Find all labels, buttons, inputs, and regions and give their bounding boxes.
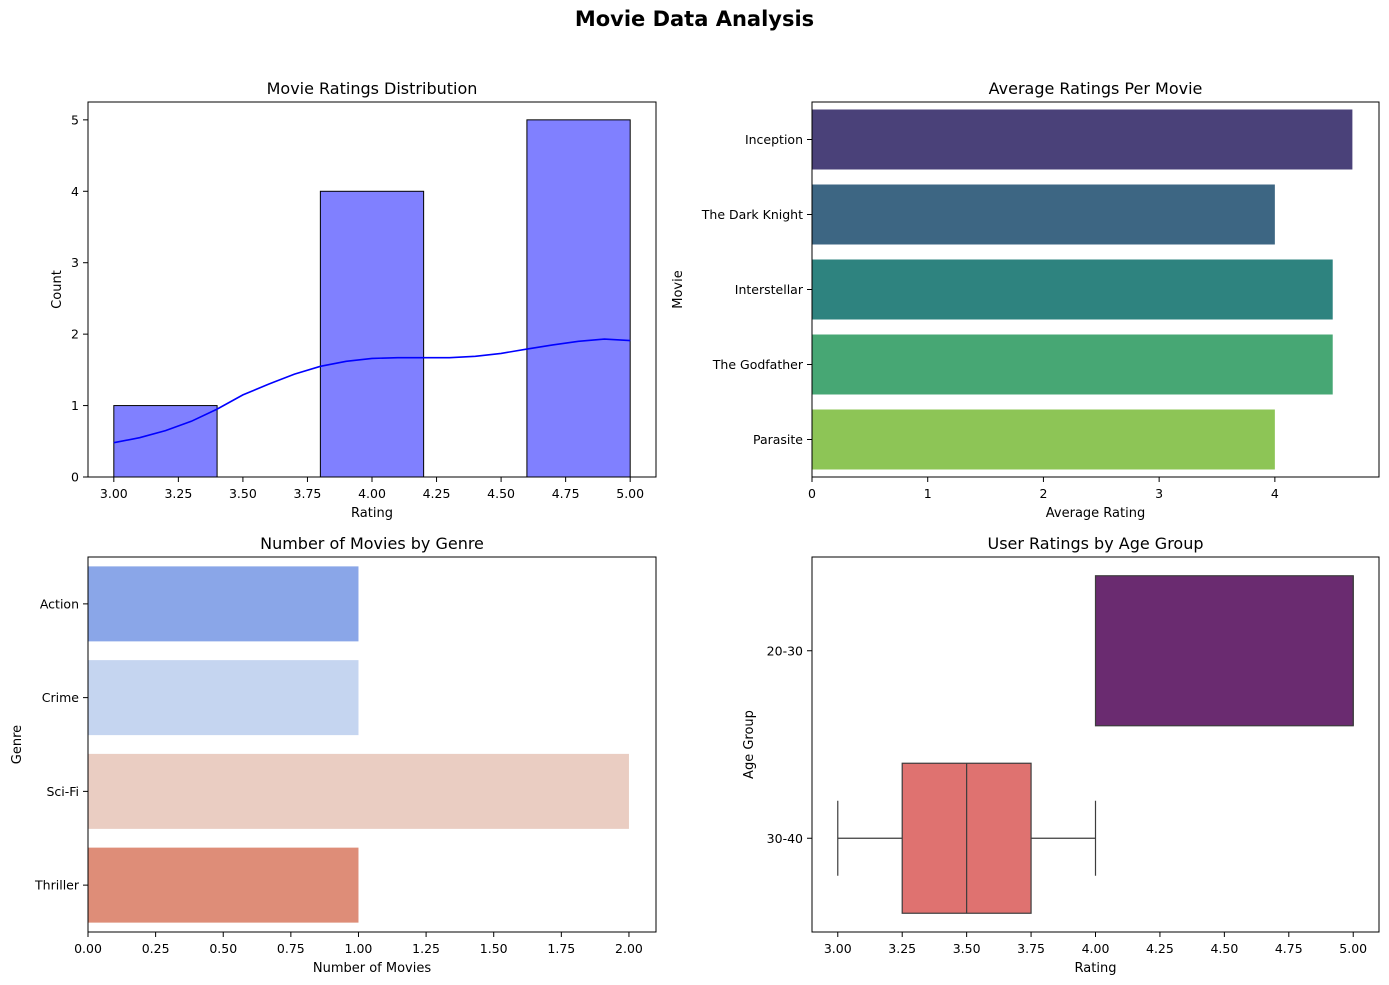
y-tick-label: 4 bbox=[71, 184, 79, 199]
axes-title: Average Ratings Per Movie bbox=[989, 79, 1203, 98]
bar bbox=[88, 660, 359, 736]
x-tick-label: 2.00 bbox=[615, 941, 643, 956]
x-tick-label: 3.25 bbox=[164, 486, 192, 501]
y-axis-label: Count bbox=[50, 270, 65, 309]
bar bbox=[88, 566, 359, 642]
x-tick-label: 4.00 bbox=[358, 486, 386, 501]
y-tick-label: Inception bbox=[745, 132, 803, 147]
x-tick-label: 0.00 bbox=[74, 941, 102, 956]
y-tick-label: Crime bbox=[42, 690, 80, 705]
chart-ratings-distribution: 3.00 3.25 3.50 3.75 4.00 4.25 4.50 4.75 5.00 0 1 2 3… bbox=[50, 79, 657, 521]
y-tick-label: 1 bbox=[71, 398, 79, 413]
x-tick-label: 0 bbox=[808, 486, 816, 501]
axes-frame bbox=[87, 556, 657, 933]
x-tick-label: 2 bbox=[1039, 486, 1047, 501]
y-tick-label: 5 bbox=[71, 112, 79, 127]
y-tick-label: 3 bbox=[71, 255, 79, 270]
y-tick-label: The Dark Knight bbox=[701, 207, 803, 222]
y-tick-label: 0 bbox=[71, 470, 79, 485]
y-axis-label: Movie bbox=[671, 270, 686, 308]
x-tick-label: 4.75 bbox=[552, 486, 580, 501]
chart-ratings-by-age: 3.00 3.25 3.50 3.75 4.00 4.25 4.50 4.75 5.00 20-3… bbox=[742, 534, 1380, 976]
y-axis-label: Genre bbox=[10, 725, 25, 764]
x-tick-label: 0.25 bbox=[142, 941, 170, 956]
x-tick-label: 3.75 bbox=[1017, 941, 1045, 956]
x-tick-label: 4.25 bbox=[423, 486, 451, 501]
chart-movies-by-genre: 0.00 0.25 0.50 0.75 1.00 1.25 1.50 1.75 2.00 Acti… bbox=[10, 534, 657, 976]
y-axis-label: Age Group bbox=[742, 710, 757, 779]
x-tick-label: 1.00 bbox=[345, 941, 373, 956]
chart-average-ratings: 0 1 2 3 4 Inception The Dark Knight Interstella… bbox=[671, 79, 1380, 521]
figure-title: Movie Data Analysis bbox=[575, 7, 814, 31]
box bbox=[1094, 575, 1354, 727]
x-tick-label: 3.75 bbox=[294, 486, 322, 501]
x-tick-label: 0.75 bbox=[277, 941, 305, 956]
x-axis-label: Number of Movies bbox=[313, 961, 431, 976]
x-tick-label: 5.00 bbox=[1339, 941, 1367, 956]
x-tick-label: 5.00 bbox=[616, 486, 644, 501]
histogram-bar bbox=[319, 190, 425, 478]
x-tick-label: 1 bbox=[924, 486, 932, 501]
x-tick-label: 3.50 bbox=[229, 486, 257, 501]
bar bbox=[812, 409, 1275, 470]
bar bbox=[88, 847, 359, 923]
x-tick-label: 3.00 bbox=[824, 941, 852, 956]
y-tick-label: 20-30 bbox=[767, 643, 803, 658]
kde-line bbox=[113, 338, 631, 444]
x-tick-label: 4.25 bbox=[1146, 941, 1174, 956]
bar bbox=[88, 753, 629, 829]
y-tick-label: 2 bbox=[71, 327, 79, 342]
y-tick-label: 30-40 bbox=[767, 831, 803, 846]
x-axis-label: Rating bbox=[351, 506, 393, 521]
x-tick-label: 3.00 bbox=[100, 486, 128, 501]
y-tick-label: Thriller bbox=[34, 878, 80, 893]
x-tick-label: 1.75 bbox=[547, 941, 575, 956]
y-tick-label: Parasite bbox=[753, 432, 803, 447]
y-tick-label: Action bbox=[40, 596, 79, 611]
bar bbox=[812, 334, 1333, 395]
bar bbox=[812, 109, 1353, 170]
x-tick-label: 1.25 bbox=[412, 941, 440, 956]
axes-title: User Ratings by Age Group bbox=[987, 534, 1203, 553]
bar bbox=[812, 259, 1333, 320]
y-tick-label: Sci-Fi bbox=[46, 784, 79, 799]
x-tick-label: 4.50 bbox=[1210, 941, 1238, 956]
x-tick-label: 0.50 bbox=[209, 941, 237, 956]
x-tick-label: 3.50 bbox=[953, 941, 981, 956]
bar bbox=[812, 184, 1275, 245]
x-tick-label: 3 bbox=[1155, 486, 1163, 501]
x-axis-label: Rating bbox=[1075, 961, 1117, 976]
y-tick-label: Interstellar bbox=[735, 282, 804, 297]
x-tick-label: 4.75 bbox=[1275, 941, 1303, 956]
x-tick-label: 4.00 bbox=[1082, 941, 1110, 956]
x-tick-label: 1.50 bbox=[480, 941, 508, 956]
x-tick-label: 4 bbox=[1271, 486, 1279, 501]
axes-title: Movie Ratings Distribution bbox=[267, 79, 478, 98]
x-tick-label: 3.25 bbox=[888, 941, 916, 956]
axes-title: Number of Movies by Genre bbox=[260, 534, 484, 553]
x-axis-label: Average Rating bbox=[1046, 506, 1145, 521]
histogram-bar bbox=[526, 119, 631, 478]
x-tick-label: 4.50 bbox=[487, 486, 515, 501]
y-tick-label: The Godfather bbox=[712, 357, 804, 372]
